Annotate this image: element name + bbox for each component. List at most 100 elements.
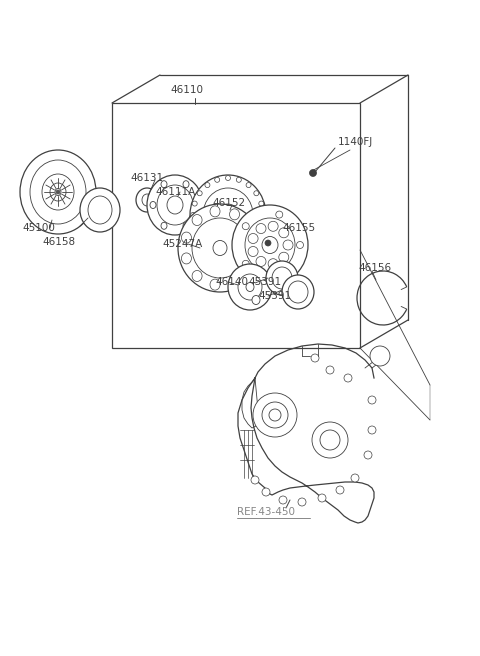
Ellipse shape — [197, 191, 202, 195]
Text: 46131: 46131 — [130, 173, 163, 183]
Ellipse shape — [259, 201, 264, 206]
Text: 1140FJ: 1140FJ — [338, 137, 373, 147]
Ellipse shape — [194, 201, 200, 209]
Ellipse shape — [282, 275, 314, 309]
Ellipse shape — [210, 206, 220, 217]
Ellipse shape — [244, 262, 254, 274]
Ellipse shape — [256, 224, 266, 234]
Ellipse shape — [192, 201, 197, 206]
Ellipse shape — [192, 224, 197, 229]
Ellipse shape — [218, 204, 238, 226]
Ellipse shape — [161, 222, 167, 230]
Ellipse shape — [197, 234, 202, 239]
Ellipse shape — [210, 279, 220, 290]
Ellipse shape — [279, 252, 289, 262]
Ellipse shape — [242, 260, 249, 267]
Ellipse shape — [80, 188, 120, 232]
Text: 46111A: 46111A — [155, 187, 195, 197]
Ellipse shape — [344, 374, 352, 382]
Text: 46140: 46140 — [215, 277, 248, 287]
Ellipse shape — [161, 180, 167, 188]
Ellipse shape — [229, 209, 240, 220]
Ellipse shape — [252, 295, 260, 304]
Ellipse shape — [262, 488, 270, 496]
Ellipse shape — [253, 393, 297, 437]
Ellipse shape — [181, 232, 192, 243]
Ellipse shape — [157, 185, 193, 225]
Ellipse shape — [265, 240, 271, 246]
Ellipse shape — [288, 281, 308, 303]
Ellipse shape — [246, 283, 254, 291]
Ellipse shape — [248, 247, 258, 256]
Text: 45100: 45100 — [22, 223, 55, 233]
Ellipse shape — [192, 215, 202, 226]
Ellipse shape — [56, 190, 60, 194]
Ellipse shape — [279, 496, 287, 504]
Ellipse shape — [215, 177, 220, 182]
Ellipse shape — [250, 243, 260, 253]
Ellipse shape — [229, 276, 240, 287]
Ellipse shape — [88, 196, 112, 224]
Ellipse shape — [318, 494, 326, 502]
Text: REF.43-450: REF.43-450 — [237, 507, 295, 517]
Ellipse shape — [276, 211, 283, 218]
Ellipse shape — [226, 249, 230, 255]
Ellipse shape — [232, 205, 308, 285]
Ellipse shape — [283, 240, 293, 250]
Ellipse shape — [236, 177, 241, 182]
Ellipse shape — [297, 241, 303, 249]
Ellipse shape — [50, 183, 66, 201]
Text: 45391: 45391 — [248, 277, 281, 287]
Ellipse shape — [262, 237, 278, 253]
Text: 46152: 46152 — [212, 198, 245, 208]
Text: 45391: 45391 — [258, 291, 291, 301]
Ellipse shape — [183, 180, 189, 188]
Ellipse shape — [150, 201, 156, 209]
Ellipse shape — [136, 188, 158, 212]
Ellipse shape — [256, 256, 266, 266]
Ellipse shape — [368, 426, 376, 434]
Ellipse shape — [245, 218, 295, 272]
Ellipse shape — [142, 194, 152, 206]
Ellipse shape — [228, 264, 272, 310]
Ellipse shape — [213, 241, 227, 255]
Ellipse shape — [242, 222, 249, 230]
Ellipse shape — [279, 228, 289, 237]
Ellipse shape — [190, 175, 266, 255]
Ellipse shape — [251, 476, 259, 484]
Ellipse shape — [276, 272, 283, 279]
Ellipse shape — [42, 174, 74, 210]
Ellipse shape — [272, 267, 292, 289]
Ellipse shape — [326, 366, 334, 374]
Ellipse shape — [311, 354, 319, 362]
Text: 46110: 46110 — [170, 85, 203, 95]
Ellipse shape — [244, 222, 254, 234]
Ellipse shape — [226, 176, 230, 180]
Ellipse shape — [351, 474, 359, 482]
Text: 46156: 46156 — [358, 263, 391, 273]
Ellipse shape — [254, 191, 259, 195]
Ellipse shape — [320, 430, 340, 450]
Ellipse shape — [254, 234, 259, 239]
Ellipse shape — [266, 261, 298, 295]
Ellipse shape — [205, 182, 210, 188]
Ellipse shape — [310, 169, 316, 176]
Ellipse shape — [246, 182, 251, 188]
Ellipse shape — [55, 188, 61, 195]
Ellipse shape — [298, 498, 306, 506]
Ellipse shape — [30, 160, 86, 224]
Ellipse shape — [312, 422, 348, 458]
Ellipse shape — [238, 274, 262, 300]
Ellipse shape — [192, 270, 202, 281]
Ellipse shape — [236, 248, 241, 253]
Ellipse shape — [203, 188, 253, 242]
Ellipse shape — [167, 196, 183, 214]
Text: 46155: 46155 — [282, 223, 315, 233]
Ellipse shape — [178, 204, 262, 292]
Ellipse shape — [261, 213, 265, 218]
Ellipse shape — [183, 222, 189, 230]
Ellipse shape — [192, 218, 248, 278]
Ellipse shape — [336, 486, 344, 494]
Ellipse shape — [268, 258, 278, 269]
Ellipse shape — [269, 409, 281, 421]
